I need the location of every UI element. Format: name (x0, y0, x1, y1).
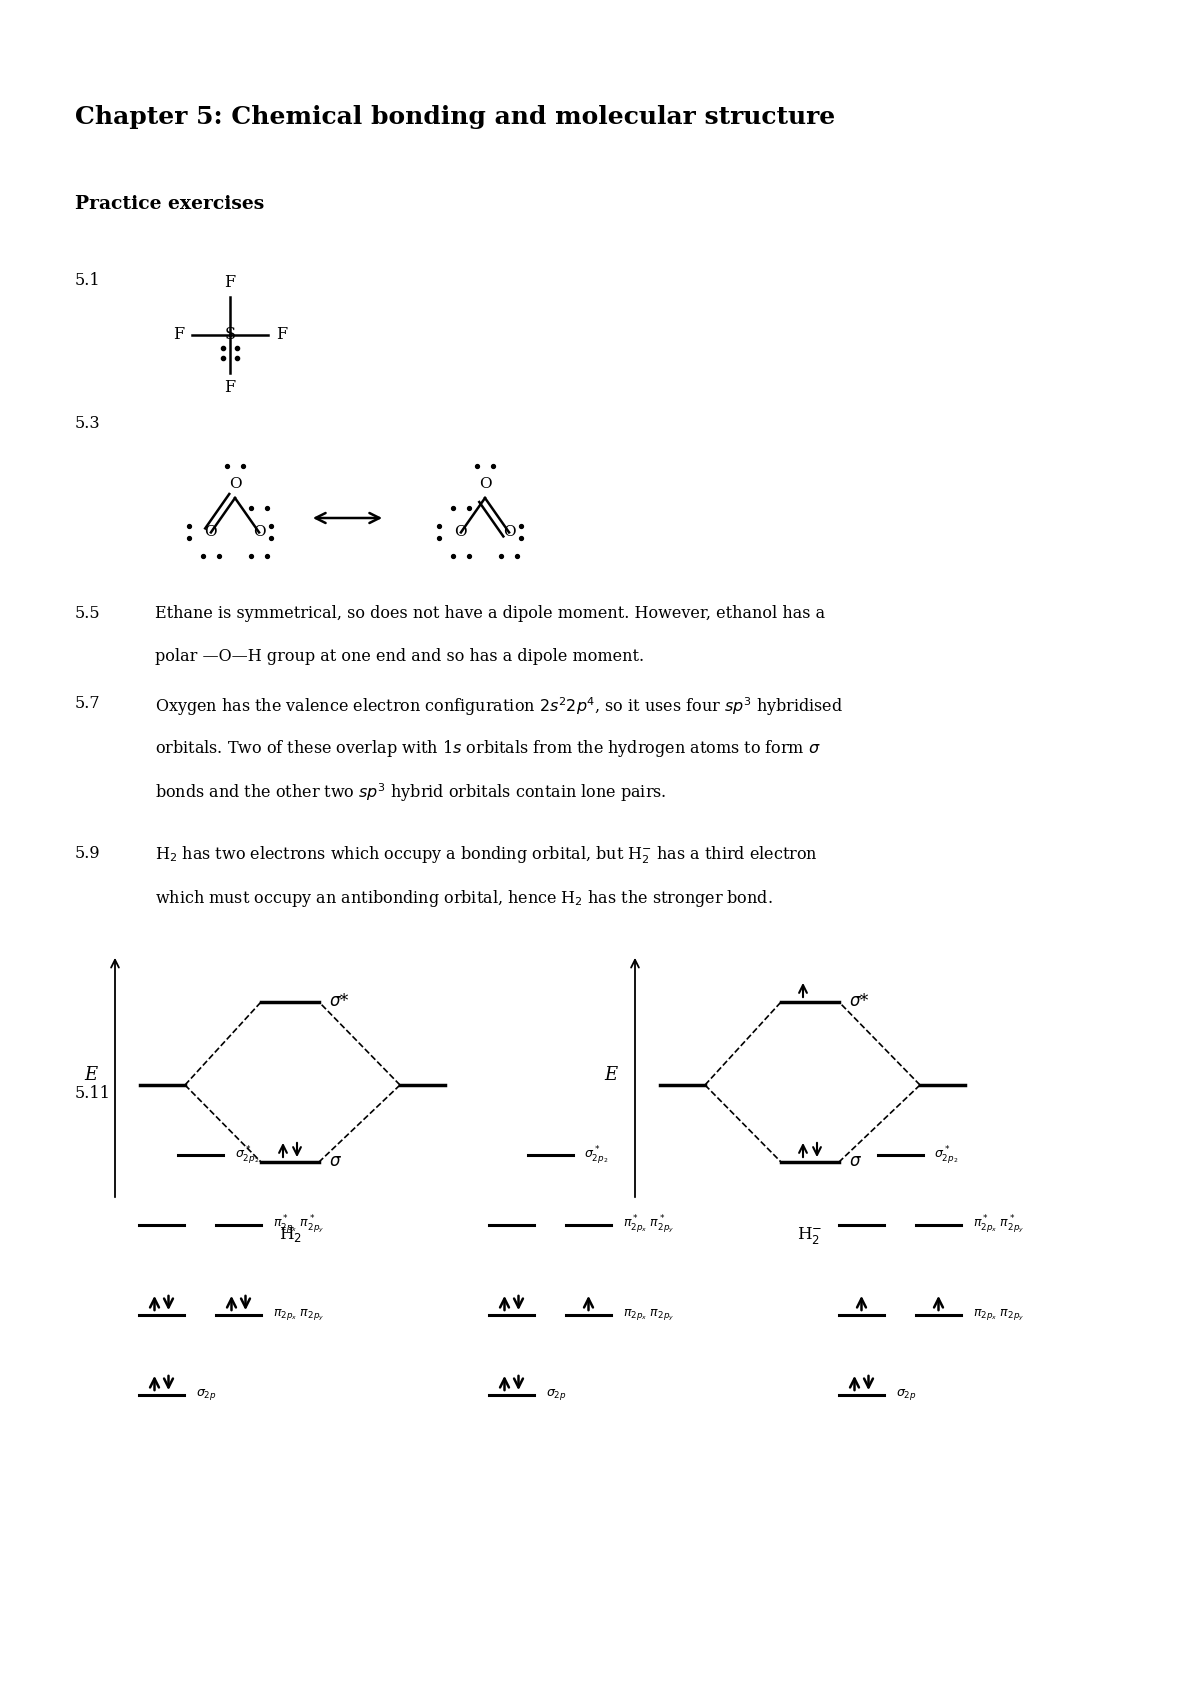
Text: $\sigma^*_{2p_2}$: $\sigma^*_{2p_2}$ (935, 1144, 959, 1166)
Text: O: O (503, 526, 516, 540)
Text: Chapter 5: Chemical bonding and molecular structure: Chapter 5: Chemical bonding and molecula… (74, 105, 835, 129)
Text: $\sigma$*: $\sigma$* (848, 993, 870, 1010)
Text: $\sigma$*: $\sigma$* (329, 993, 349, 1010)
Text: H$_2^{-}$: H$_2^{-}$ (798, 1225, 822, 1246)
Text: F: F (224, 378, 235, 395)
Text: $\pi_{2p_x}\ \pi_{2p_y}$: $\pi_{2p_x}\ \pi_{2p_y}$ (973, 1307, 1025, 1322)
Text: 5.5: 5.5 (74, 606, 101, 623)
Text: O: O (253, 526, 265, 540)
Text: $\sigma_{2p}$: $\sigma_{2p}$ (546, 1388, 566, 1402)
Text: $\pi_{2p_x}\ \pi_{2p_y}$: $\pi_{2p_x}\ \pi_{2p_y}$ (274, 1307, 324, 1322)
Text: orbitals. Two of these overlap with 1$s$ orbitals from the hydrogen atoms to for: orbitals. Two of these overlap with 1$s$… (155, 738, 821, 759)
Text: Ethane is symmetrical, so does not have a dipole moment. However, ethanol has a: Ethane is symmetrical, so does not have … (155, 606, 826, 623)
Text: F: F (173, 326, 184, 343)
Text: which must occupy an antibonding orbital, hence H$_2$ has the stronger bond.: which must occupy an antibonding orbital… (155, 888, 773, 910)
Text: $\pi^*_{2p_x}\ \pi^*_{2p_y}$: $\pi^*_{2p_x}\ \pi^*_{2p_y}$ (623, 1213, 674, 1235)
Text: $\sigma^*_{2p_2}$: $\sigma^*_{2p_2}$ (234, 1144, 259, 1166)
Text: Practice exercises: Practice exercises (74, 195, 264, 214)
Text: Oxygen has the valence electron configuration $2s^{2}2p^{4}$, so it uses four $s: Oxygen has the valence electron configur… (155, 696, 844, 718)
Text: O: O (479, 477, 491, 490)
Text: O: O (455, 526, 467, 540)
Text: $\sigma$: $\sigma$ (848, 1154, 862, 1171)
Text: polar —O—H group at one end and so has a dipole moment.: polar —O—H group at one end and so has a… (155, 648, 644, 665)
Text: H$_2$: H$_2$ (278, 1225, 301, 1244)
Text: 5.9: 5.9 (74, 845, 101, 862)
Text: O: O (229, 477, 241, 490)
Text: F: F (276, 326, 287, 343)
Text: 5.1: 5.1 (74, 272, 101, 288)
Text: O: O (204, 526, 217, 540)
Text: $\pi^*_{2p_x}\ \pi^*_{2p_y}$: $\pi^*_{2p_x}\ \pi^*_{2p_y}$ (274, 1213, 324, 1235)
Text: $\sigma_{2p}$: $\sigma_{2p}$ (196, 1388, 217, 1402)
Text: $\pi^*_{2p_x}\ \pi^*_{2p_y}$: $\pi^*_{2p_x}\ \pi^*_{2p_y}$ (973, 1213, 1025, 1235)
Text: E: E (604, 1066, 617, 1084)
Text: bonds and the other two $sp^{3}$ hybrid orbitals contain lone pairs.: bonds and the other two $sp^{3}$ hybrid … (155, 781, 666, 804)
Text: 5.3: 5.3 (74, 416, 101, 433)
Text: H$_2$ has two electrons which occupy a bonding orbital, but H$_2^{-}$ has a thir: H$_2$ has two electrons which occupy a b… (155, 845, 817, 867)
Text: $\pi_{2p_x}\ \pi_{2p_y}$: $\pi_{2p_x}\ \pi_{2p_y}$ (623, 1307, 674, 1322)
Text: E: E (84, 1066, 97, 1084)
Text: S: S (224, 326, 235, 343)
Text: 5.11: 5.11 (74, 1084, 110, 1101)
Text: F: F (224, 273, 235, 290)
Text: 5.7: 5.7 (74, 696, 101, 713)
Text: $\sigma^*_{2p_2}$: $\sigma^*_{2p_2}$ (584, 1144, 608, 1166)
Text: $\sigma$: $\sigma$ (329, 1154, 342, 1171)
Text: $\sigma_{2p}$: $\sigma_{2p}$ (896, 1388, 917, 1402)
